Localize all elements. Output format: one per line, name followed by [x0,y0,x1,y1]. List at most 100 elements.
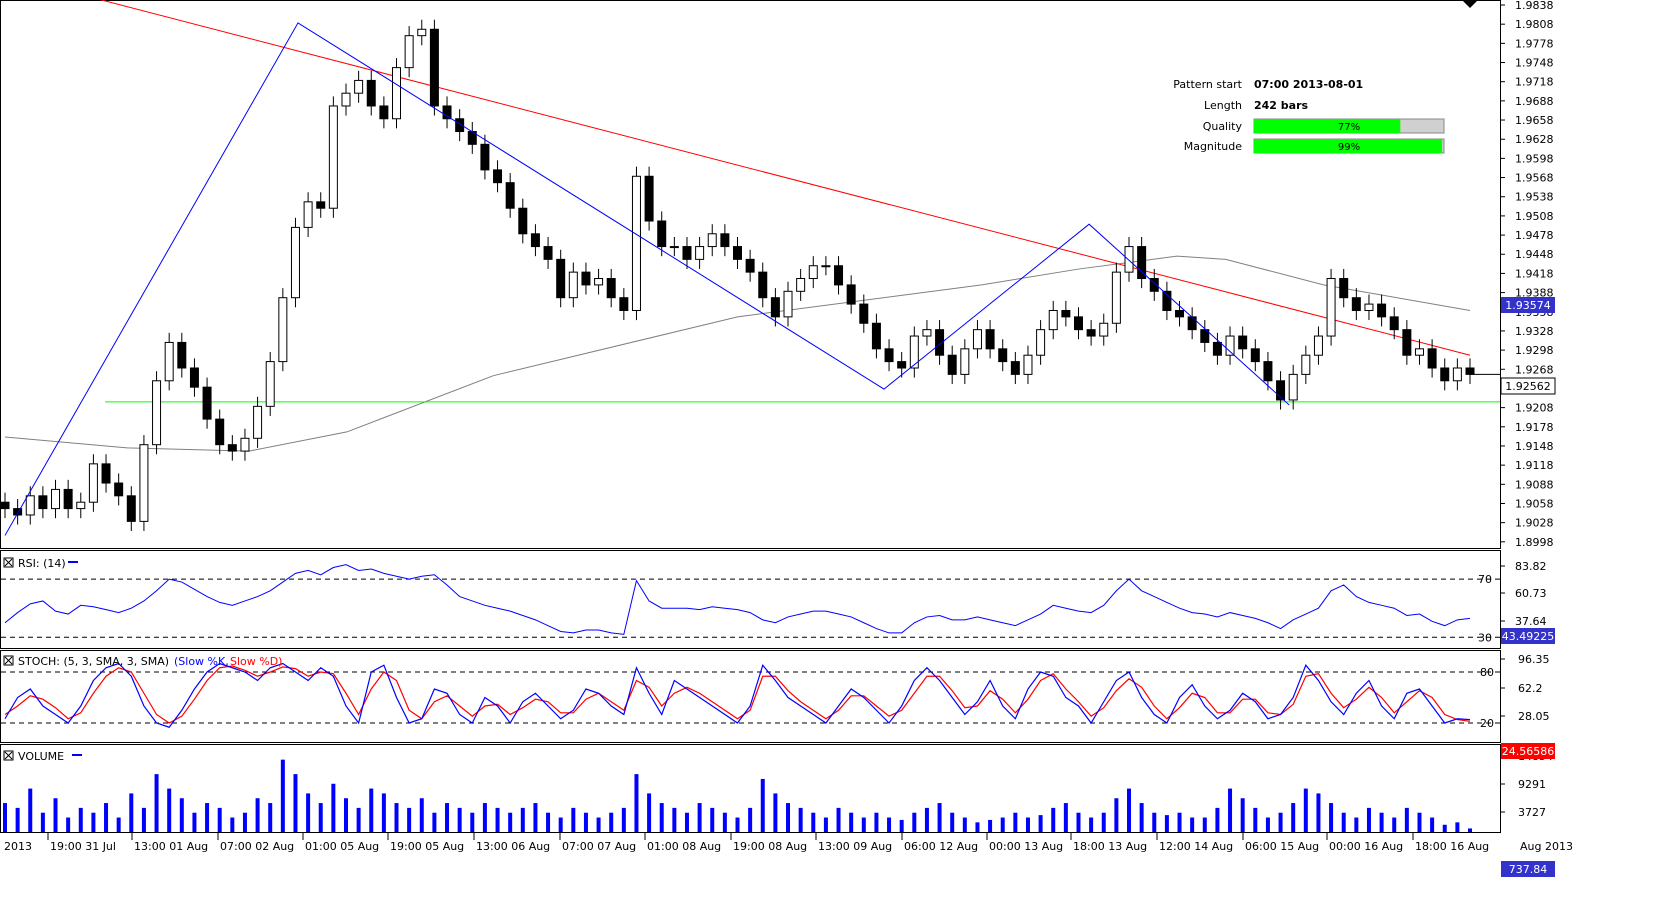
rsi-line [4,564,1471,635]
time-axis-label: 00:00 13 Aug [989,840,1063,853]
candle-body [1326,278,1336,337]
candle-body [0,501,10,510]
volume-bar [1000,817,1005,832]
rsi-axis-label: 60.73 [1515,587,1547,600]
volume-bar [1114,798,1119,832]
stoch-axis-label: 96.35 [1518,653,1550,666]
candle-body [796,278,806,292]
price-axis-label: 1.9028 [1515,517,1554,530]
volume-bar [861,817,866,832]
time-axis-label: 18:00 16 Aug [1415,840,1489,853]
volume-bar [634,774,639,832]
magnitude-bar-text: 99% [1338,142,1360,153]
volume-bar [293,774,298,832]
candle-body [303,201,313,228]
volume-bar [609,812,614,832]
candle-body [1048,309,1058,331]
price-axis-label: 1.9328 [1515,325,1554,338]
volume-bar [786,803,791,832]
price-axis-label: 1.9538 [1515,191,1554,204]
stoch-axis-label: 28.05 [1518,710,1550,723]
candle-body [1073,316,1083,331]
candle-body [568,271,578,299]
stoch-k-line [4,662,1471,728]
candle-body [1313,335,1323,356]
candle-body [1414,348,1424,356]
candle-body [644,175,654,222]
stoch-value-badge: 24.56586 [1501,743,1555,759]
pattern-start-label: Pattern start [1173,78,1242,91]
stoch-legend-d: Slow %D) [230,655,282,668]
volume-axis-label: 3727 [1518,806,1546,819]
scroll-down-arrow-icon[interactable] [1462,0,1478,8]
volume-bar [445,803,450,832]
stoch-level-label: 20 [1480,717,1494,730]
volume-bar [874,812,879,832]
quality-bar-fill [1254,119,1401,133]
candle-body [707,233,717,248]
candle-body [606,278,616,299]
volume-title-group[interactable]: VOLUME [3,750,82,763]
candle-body [1010,361,1020,375]
price-axis-label: 1.9178 [1515,421,1554,434]
candle-body [1465,367,1475,375]
volume-bar [1025,817,1030,832]
volume-bar [470,812,475,832]
volume-bar [849,812,854,832]
candle-body [1023,354,1033,375]
volume-bar [1417,812,1422,832]
time-axis-label: Aug 2013 [1520,840,1573,853]
price-axis-label: 1.8998 [1515,536,1554,549]
axes: 1.9838 1.9808 1.9778 1.9748 1.9718 1.9688 1.96… [4,0,1573,853]
candle-body [278,297,288,363]
candle-body [51,488,61,510]
candle-body [518,207,528,235]
time-axis-label: 07:00 02 Aug [220,840,294,853]
volume-bar [343,798,348,832]
volume-bar [1228,788,1233,832]
candle-body [253,405,263,439]
candle-body [556,258,566,299]
stoch-level-label: 80 [1480,666,1494,679]
candle-body [745,258,755,273]
candle-body [594,278,604,286]
stoch-title-group[interactable]: STOCH: (5, 3, SMA, 3, SMA) (Slow %K, Slo… [3,655,282,668]
price-axis-label: 1.9778 [1515,37,1554,50]
candle-body [619,297,629,311]
candle-body [1402,329,1412,356]
rsi-panel-frame [0,550,1501,649]
candle-body [76,501,86,510]
volume-bar [924,807,929,832]
rsi-level-label: 30 [1478,631,1492,644]
candle-body [1086,329,1096,337]
price-axis-label: 1.9628 [1515,133,1554,146]
candle-body [733,246,742,260]
volume-bar [141,807,146,832]
volume-bar [621,807,626,832]
price-axis-label: 1.9208 [1515,402,1554,415]
volume-bar [179,798,184,832]
candle-body [417,28,427,37]
volume-bar [647,793,652,832]
volume-bar [520,807,525,832]
last-price-badge-text: 1.92562 [1505,380,1551,393]
candle-body [1440,367,1450,382]
volume-panel-frame [0,744,1501,833]
time-axis-label: 06:00 12 Aug [904,840,978,853]
candle-body [1137,246,1147,280]
candle-body [455,118,465,133]
candle-body [846,284,856,305]
volume-bar [432,812,437,832]
volume-bar [15,807,20,832]
volume-bar [1329,803,1334,832]
volume-bar [735,817,740,832]
volume-bar [1379,812,1384,832]
price-axis-label: 1.9268 [1515,363,1554,376]
rsi-title-group[interactable]: RSI: (14) [3,557,78,570]
volume-bar [1038,815,1043,832]
rsi-close-icon-cross [4,558,13,567]
candle-body [366,79,376,107]
candle-body [682,246,692,260]
volume-value-badge: 737.84 [1501,861,1555,877]
